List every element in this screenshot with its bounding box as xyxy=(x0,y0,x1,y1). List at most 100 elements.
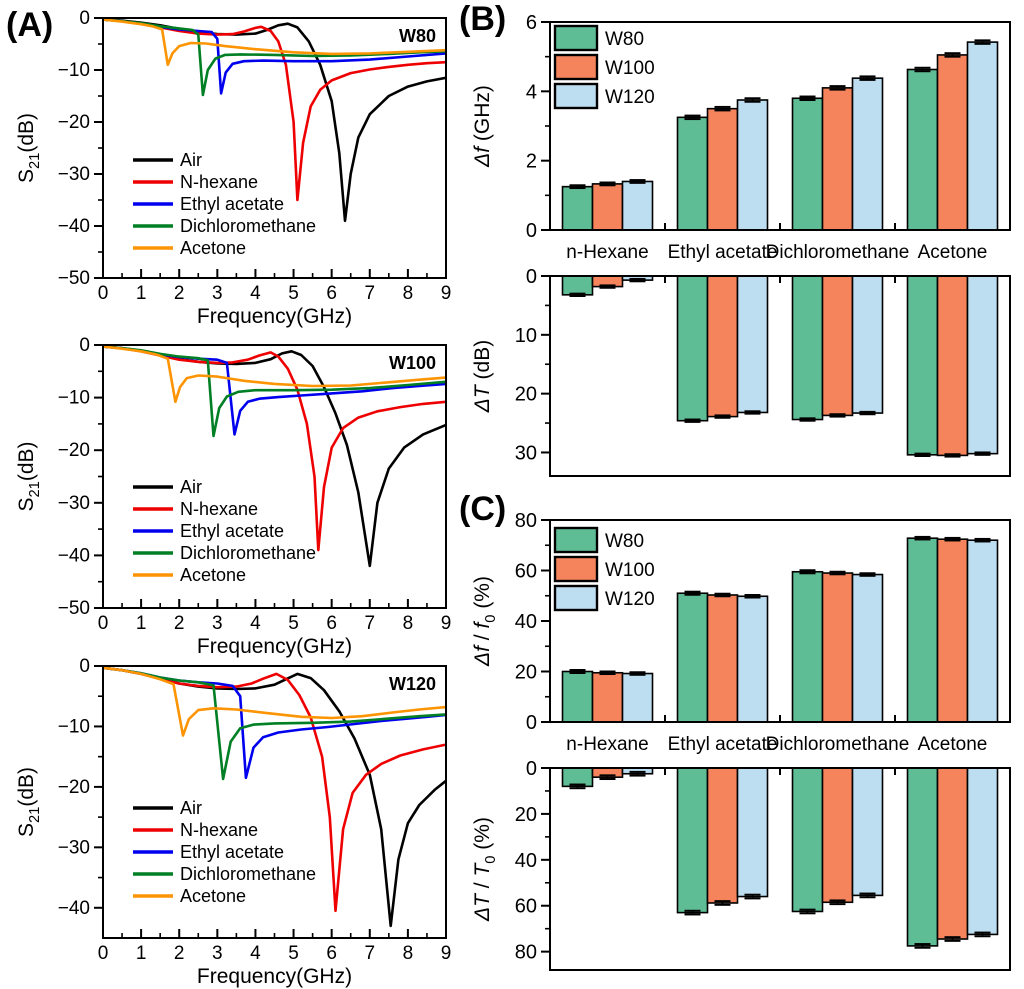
category-label: Ethyl acetate xyxy=(668,734,778,755)
y-tick-label: 6 xyxy=(526,12,537,34)
y-tick-label: −20 xyxy=(58,112,90,133)
y-tick-label: 40 xyxy=(515,611,537,633)
y-tick-label: 0 xyxy=(79,335,90,356)
bar-w80-ethyl-acetate xyxy=(676,275,709,422)
x-tick-label: 8 xyxy=(403,283,414,304)
x-tick-label: 2 xyxy=(174,283,185,304)
x-tick-label: 4 xyxy=(250,283,261,304)
x-tick-label: 8 xyxy=(403,613,414,634)
category-label: n-Hexane xyxy=(566,734,648,755)
x-tick-label: 1 xyxy=(136,613,147,634)
chart-line-s21-w100: 0 1 2 3 4 5 6 7 8 9 0 −10 −20 −30 −40 −50 Frequency(GHz)… xyxy=(15,335,452,658)
bar-w80-ethyl-acetate xyxy=(676,767,709,914)
bar-w120-ethyl-acetate xyxy=(736,99,769,231)
x-axis-title: Frequency(GHz) xyxy=(197,635,352,658)
bar-w80-dichloromethane xyxy=(791,767,824,913)
x-tick-label: 2 xyxy=(174,613,185,634)
x-tick-label: 0 xyxy=(98,943,109,964)
inset-title: W100 xyxy=(389,353,436,373)
legend-label: N-hexane xyxy=(180,172,258,192)
bar-w120-acetone xyxy=(966,539,999,723)
y-tick-label: −50 xyxy=(58,268,90,289)
panel-label-a: (A) xyxy=(6,6,54,44)
series-n-hexane xyxy=(103,666,446,913)
y-axis-title: Δf (GHz) xyxy=(471,85,494,168)
chart-line-s21-w120: 0 1 2 3 4 5 6 7 8 9 0 −10 −20 −30 −40 Frequency(GHz) S21… xyxy=(15,656,451,988)
y-tick-label: 30 xyxy=(515,442,537,464)
category-label: Acetone xyxy=(918,242,988,263)
chart-bar-rel-trans-shift: 0 20 40 60 80 ΔT / T0 (%) xyxy=(471,758,1011,971)
y-axis-title: Δf / f0 (%) xyxy=(471,576,499,667)
y-tick-label: 20 xyxy=(515,662,537,684)
y-tick-label: −30 xyxy=(58,164,90,185)
series-dichloromethane xyxy=(103,666,446,781)
y-tick-label: 0 xyxy=(79,656,90,677)
x-tick-label: 3 xyxy=(212,613,223,634)
category-label: Acetone xyxy=(918,734,988,755)
y-tick-label: 0 xyxy=(526,758,537,780)
y-axis-title: ΔT (dB) xyxy=(471,340,494,413)
y-tick-label: −40 xyxy=(58,898,90,919)
y-tick-label: 20 xyxy=(515,804,537,826)
x-tick-label: 7 xyxy=(364,943,375,964)
y-tick-label: −30 xyxy=(58,837,90,858)
legend-label: W100 xyxy=(605,58,655,79)
y-tick-label: 2 xyxy=(526,151,537,173)
y-tick-label: −20 xyxy=(58,440,90,461)
legend-label: Acetone xyxy=(180,238,246,258)
legend-label: Dichloromethane xyxy=(180,864,316,884)
bar-w120-dichloromethane xyxy=(851,77,884,231)
x-tick-label: 4 xyxy=(250,613,261,634)
bar-w100-n-hexane xyxy=(591,671,624,723)
bar-w100-ethyl-acetate xyxy=(706,107,739,231)
y-tick-label: −40 xyxy=(58,545,90,566)
panel-label-c: (C) xyxy=(459,490,507,528)
x-tick-label: 0 xyxy=(98,613,109,634)
x-tick-label: 7 xyxy=(364,613,375,634)
series-dichloromethane xyxy=(103,18,446,97)
legend-label: N-hexane xyxy=(180,499,258,519)
series-acetone xyxy=(103,666,446,737)
legend-label: Acetone xyxy=(180,565,246,585)
legend-label: Ethyl acetate xyxy=(180,194,284,214)
bar-w80-acetone xyxy=(906,68,939,231)
series-n-hexane xyxy=(103,18,446,202)
x-tick-label: 9 xyxy=(441,613,452,634)
bar-w100-n-hexane xyxy=(591,183,624,231)
bar-w120-dichloromethane xyxy=(851,767,884,897)
legend-label: N-hexane xyxy=(180,820,258,840)
x-axis-title: Frequency(GHz) xyxy=(197,305,352,328)
legend-swatch xyxy=(553,53,599,81)
legend-label: Air xyxy=(180,798,202,818)
x-tick-label: 3 xyxy=(212,283,223,304)
x-tick-label: 4 xyxy=(250,943,261,964)
bar-w80-ethyl-acetate xyxy=(676,116,709,231)
series-air xyxy=(103,666,446,928)
bar-w80-n-hexane xyxy=(561,185,594,231)
bar-w80-dichloromethane xyxy=(791,275,824,421)
x-tick-label: 6 xyxy=(326,613,337,634)
series-acetone xyxy=(103,345,446,404)
x-tick-label: 3 xyxy=(212,943,223,964)
bar-w100-acetone xyxy=(936,275,969,457)
legend-label: W80 xyxy=(605,531,644,552)
series-acetone xyxy=(103,18,446,67)
bar-w120-acetone xyxy=(966,275,999,455)
x-tick-label: 8 xyxy=(403,943,414,964)
legend-swatch xyxy=(553,526,599,554)
legend-label: W80 xyxy=(605,29,644,50)
bar-w80-acetone xyxy=(906,537,939,723)
legend-swatch xyxy=(553,584,599,612)
legend-label: Air xyxy=(180,150,202,170)
bar-w100-acetone xyxy=(936,54,969,231)
y-tick-label: −20 xyxy=(58,777,90,798)
category-label: Dichloromethane xyxy=(766,734,910,755)
bar-w80-n-hexane xyxy=(561,275,594,296)
x-tick-label: 2 xyxy=(174,943,185,964)
x-tick-label: 1 xyxy=(136,283,147,304)
bar-w120-ethyl-acetate xyxy=(736,767,769,898)
bar-w80-dichloromethane xyxy=(791,570,824,723)
y-tick-label: −10 xyxy=(58,388,90,409)
legend-label: Dichloromethane xyxy=(180,216,316,236)
bar-w120-n-hexane xyxy=(621,180,654,231)
